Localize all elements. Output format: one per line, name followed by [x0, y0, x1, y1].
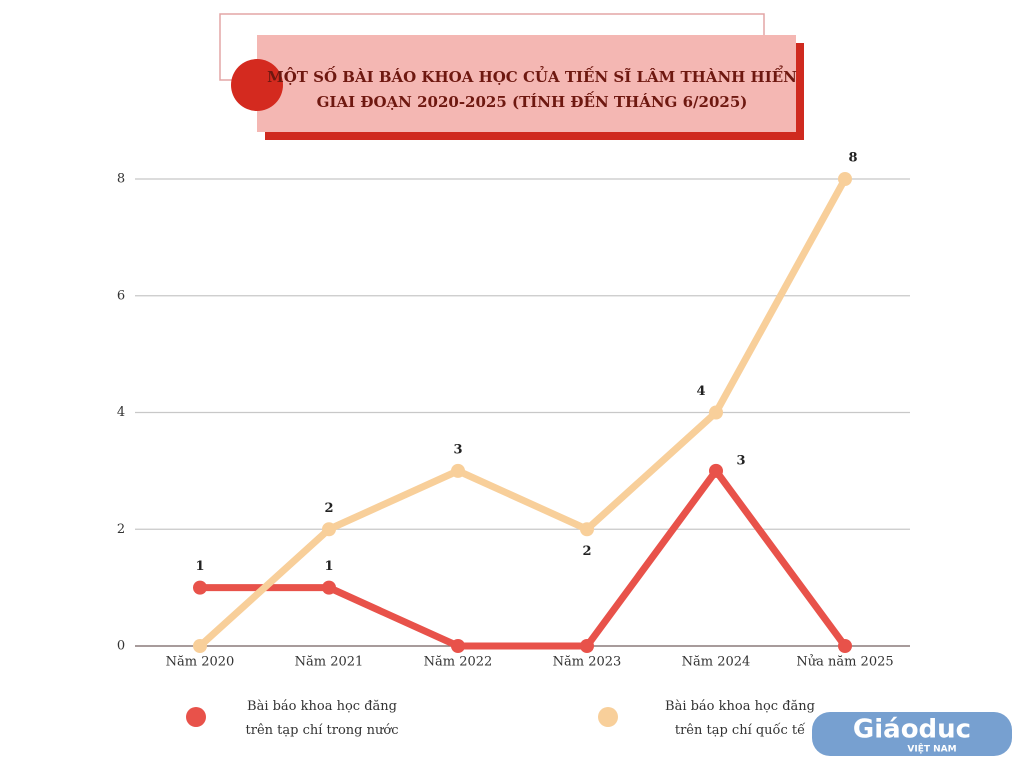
- legend-marker: [186, 707, 206, 727]
- x-tick-label: Nửa năm 2025: [796, 655, 893, 670]
- y-tick-label: 0: [117, 639, 125, 654]
- title-box: [257, 35, 796, 132]
- logo-sub: VIỆT NAM: [907, 744, 956, 755]
- x-tick-label: Năm 2021: [295, 655, 364, 670]
- legend-marker: [598, 707, 618, 727]
- chart-title: GIAI ĐOẠN 2020-2025 (TÍNH ĐẾN THÁNG 6/20…: [317, 91, 748, 111]
- data-label: 2: [324, 501, 333, 516]
- data-label: 3: [736, 453, 745, 468]
- series-line: [196, 467, 849, 650]
- chart-title: MỘT SỐ BÀI BÁO KHOA HỌC CỦA TIẾN SĨ LÂM …: [267, 65, 797, 86]
- data-label: 1: [195, 559, 204, 574]
- data-label: 1: [324, 559, 333, 574]
- y-tick-label: 4: [117, 405, 125, 420]
- logo: Giáoduc VIỆT NAM: [812, 712, 1012, 756]
- data-label: 8: [848, 151, 857, 166]
- legend-label: Bài báo khoa học đăng trên tạp chí quốc t…: [665, 699, 815, 738]
- logo-name: Giáoduc: [853, 715, 971, 745]
- y-tick-label: 2: [117, 522, 125, 537]
- logo-badge: [812, 712, 1012, 756]
- point: [709, 405, 723, 420]
- point: [709, 463, 723, 478]
- data-label: 2: [582, 544, 591, 559]
- series-line: [196, 175, 849, 650]
- point: [322, 580, 336, 595]
- x-tick-label: Năm 2022: [424, 655, 493, 670]
- x-tick-label: Năm 2020: [166, 655, 235, 670]
- data-label: 4: [696, 384, 705, 399]
- point: [322, 522, 336, 537]
- x-tick-label: Năm 2023: [553, 655, 622, 670]
- point: [451, 463, 465, 478]
- point: [580, 522, 594, 537]
- y-tick-label: 8: [117, 172, 125, 187]
- point: [838, 172, 852, 186]
- point: [193, 639, 207, 653]
- point: [451, 639, 465, 653]
- point: [193, 580, 207, 595]
- data-label: 3: [453, 442, 462, 457]
- point: [580, 639, 594, 653]
- y-tick-label: 6: [117, 288, 125, 303]
- title-dot: [231, 59, 283, 111]
- point: [838, 639, 852, 653]
- x-tick-label: Năm 2024: [682, 655, 751, 670]
- legend-label: Bài báo khoa học đăng trên tạp chí trong …: [246, 699, 399, 738]
